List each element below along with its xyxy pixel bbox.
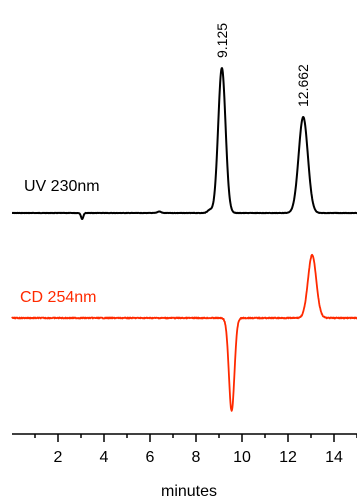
x-tick-label-14: 14: [325, 449, 343, 466]
x-tick-label-10: 10: [233, 449, 251, 466]
labels-layer: UV 230nm 9.125 12.662 CD 254nm: [20, 23, 311, 306]
x-tick-label-6: 6: [146, 449, 155, 466]
peak-label-12-662: 12.662: [295, 64, 311, 107]
series-line-cd-254nm: [11, 253, 357, 412]
peak-label-9-125: 9.125: [214, 23, 230, 58]
x-tick-label-12: 12: [279, 449, 297, 466]
trace-label-1: CD 254nm: [20, 289, 96, 306]
traces-layer: [11, 67, 357, 412]
x-tick-label-2: 2: [54, 449, 63, 466]
trace-label-0: UV 230nm: [24, 178, 100, 195]
x-axis: 2 4 6 8 10 12 14: [12, 433, 357, 466]
x-tick-label-4: 4: [100, 449, 109, 466]
x-axis-label: minutes: [161, 483, 217, 500]
series-line-uv-230nm: [11, 67, 357, 221]
x-tick-label-8: 8: [192, 449, 201, 466]
